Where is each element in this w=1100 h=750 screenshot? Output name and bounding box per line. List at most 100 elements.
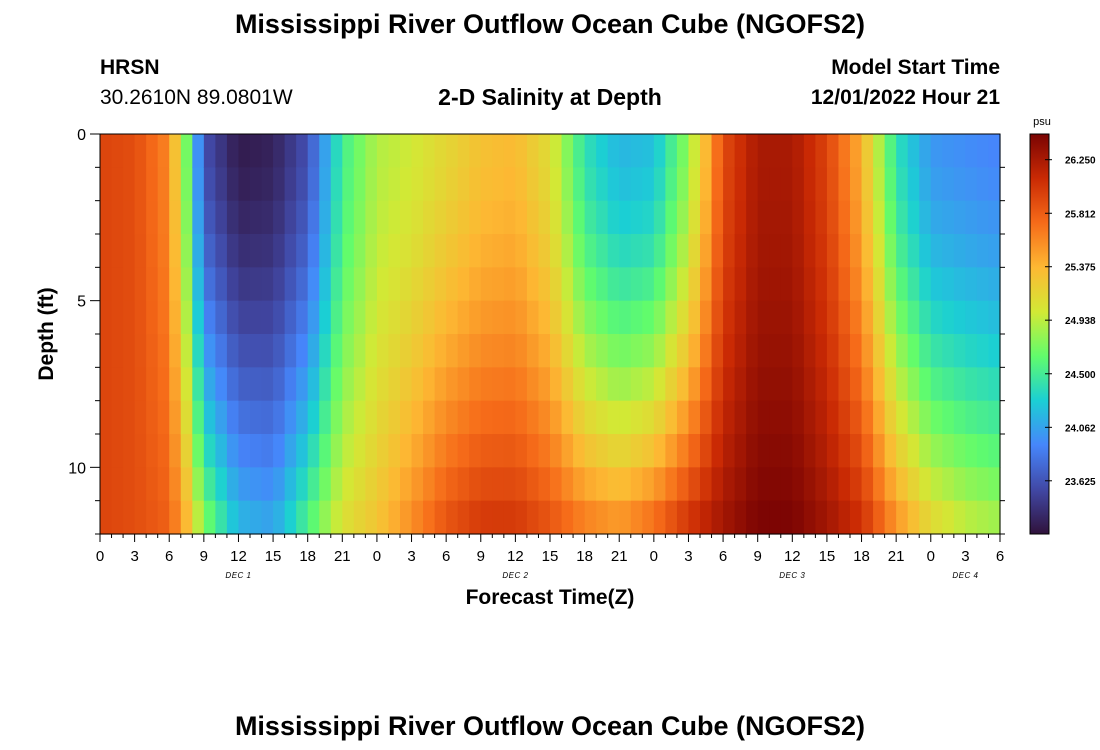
heatmap-cell (400, 300, 413, 335)
x-tick-label: 9 (754, 548, 762, 565)
heatmap-cell (561, 334, 574, 368)
heatmap-cell (642, 134, 655, 168)
heatmap-cell (676, 167, 690, 202)
heatmap-cell (723, 300, 736, 335)
heatmap-cell (123, 467, 136, 502)
heatmap-cell (665, 267, 678, 302)
heatmap-cell (769, 334, 782, 368)
heatmap-cell (480, 400, 493, 435)
heatmap-cell (642, 300, 655, 335)
heatmap-cell (238, 434, 251, 468)
heatmap-cell (538, 367, 551, 402)
heatmap-cell (434, 334, 447, 368)
heatmap-cell (250, 434, 263, 468)
heatmap-cell (688, 400, 701, 435)
heatmap-cell (319, 134, 332, 168)
heatmap-cell (607, 300, 620, 335)
heatmap-cell (734, 300, 747, 335)
heatmap-cell (815, 300, 828, 335)
heatmap-cell (111, 467, 124, 502)
heatmap-cell (711, 367, 724, 402)
heatmap-cell (319, 300, 332, 335)
heatmap-cell (873, 234, 886, 268)
heatmap-cell (815, 200, 828, 235)
heatmap-cell (815, 400, 828, 435)
heatmap-cell (596, 367, 609, 402)
heatmap-cell (573, 434, 586, 468)
heatmap-cell (700, 334, 713, 368)
heatmap-cell (976, 434, 990, 468)
heatmap-cell (907, 467, 920, 502)
heatmap-cell (919, 200, 932, 235)
heatmap-cell (965, 367, 978, 402)
heatmap-cell (930, 367, 943, 402)
chart-title: 2-D Salinity at Depth (438, 84, 662, 110)
heatmap-cell (307, 167, 320, 202)
heatmap-cell (307, 434, 320, 468)
heatmap-cell (307, 334, 320, 368)
heatmap-cell (192, 167, 205, 202)
heatmap-cell (596, 300, 609, 335)
heatmap-cell (965, 400, 978, 435)
heatmap-cell (942, 334, 955, 368)
heatmap-cell (273, 167, 286, 202)
heatmap-cell (861, 234, 874, 268)
heatmap-cell (942, 367, 955, 402)
heatmap-cell (838, 434, 851, 468)
heatmap-cell (296, 300, 309, 335)
heatmap-cell (480, 434, 493, 468)
heatmap-cell (550, 134, 563, 168)
heatmap-cell (515, 334, 528, 368)
heatmap-cell (769, 434, 782, 468)
heatmap-cell (330, 434, 343, 468)
heatmap-cell (538, 467, 551, 502)
heatmap-cell (896, 434, 909, 468)
heatmap-cell (123, 367, 136, 402)
heatmap-cell (457, 467, 470, 502)
heatmap-cell (273, 400, 286, 435)
heatmap-cell (215, 300, 228, 335)
heatmap-cell (757, 167, 770, 202)
heatmap-cell (711, 300, 724, 335)
heatmap-cell (896, 267, 909, 302)
heatmap-cell (619, 400, 632, 435)
heatmap-cell (273, 300, 286, 335)
heatmap-cell (180, 267, 193, 302)
heatmap-cell (250, 367, 263, 402)
heatmap-cell (365, 500, 378, 535)
heatmap-cell (492, 234, 505, 268)
heatmap-cell (273, 334, 286, 368)
heatmap-cell (607, 134, 620, 168)
heatmap-cell (180, 434, 193, 468)
heatmap-cell (780, 134, 793, 168)
heatmap-cell (896, 200, 909, 235)
heatmap-cell (792, 200, 805, 235)
heatmap-cell (850, 300, 863, 335)
heatmap-cell (630, 267, 643, 302)
heatmap-cell (838, 467, 851, 502)
heatmap-cell (100, 267, 113, 302)
heatmap-cell (342, 500, 355, 535)
heatmap-cell (550, 400, 563, 435)
heatmap-cell (273, 500, 286, 535)
heatmap-cell (157, 500, 170, 535)
heatmap-cell (515, 467, 528, 502)
heatmap-cell (434, 400, 447, 435)
heatmap-cell (423, 167, 436, 202)
heatmap-cell (711, 500, 724, 535)
heatmap-cell (526, 434, 540, 468)
heatmap-cell (780, 234, 793, 268)
heatmap-cell (769, 300, 782, 335)
heatmap-cell (515, 400, 528, 435)
x-tick-label: 3 (407, 548, 415, 565)
heatmap-cell (319, 167, 332, 202)
heatmap-cell (676, 334, 690, 368)
heatmap-cell (676, 234, 690, 268)
heatmap-cell (457, 167, 470, 202)
heatmap-cell (815, 134, 828, 168)
heatmap-cell (100, 467, 113, 502)
heatmap-cell (261, 300, 274, 335)
heatmap-cell (330, 334, 343, 368)
heatmap-cell (734, 234, 747, 268)
heatmap-cell (180, 500, 193, 535)
